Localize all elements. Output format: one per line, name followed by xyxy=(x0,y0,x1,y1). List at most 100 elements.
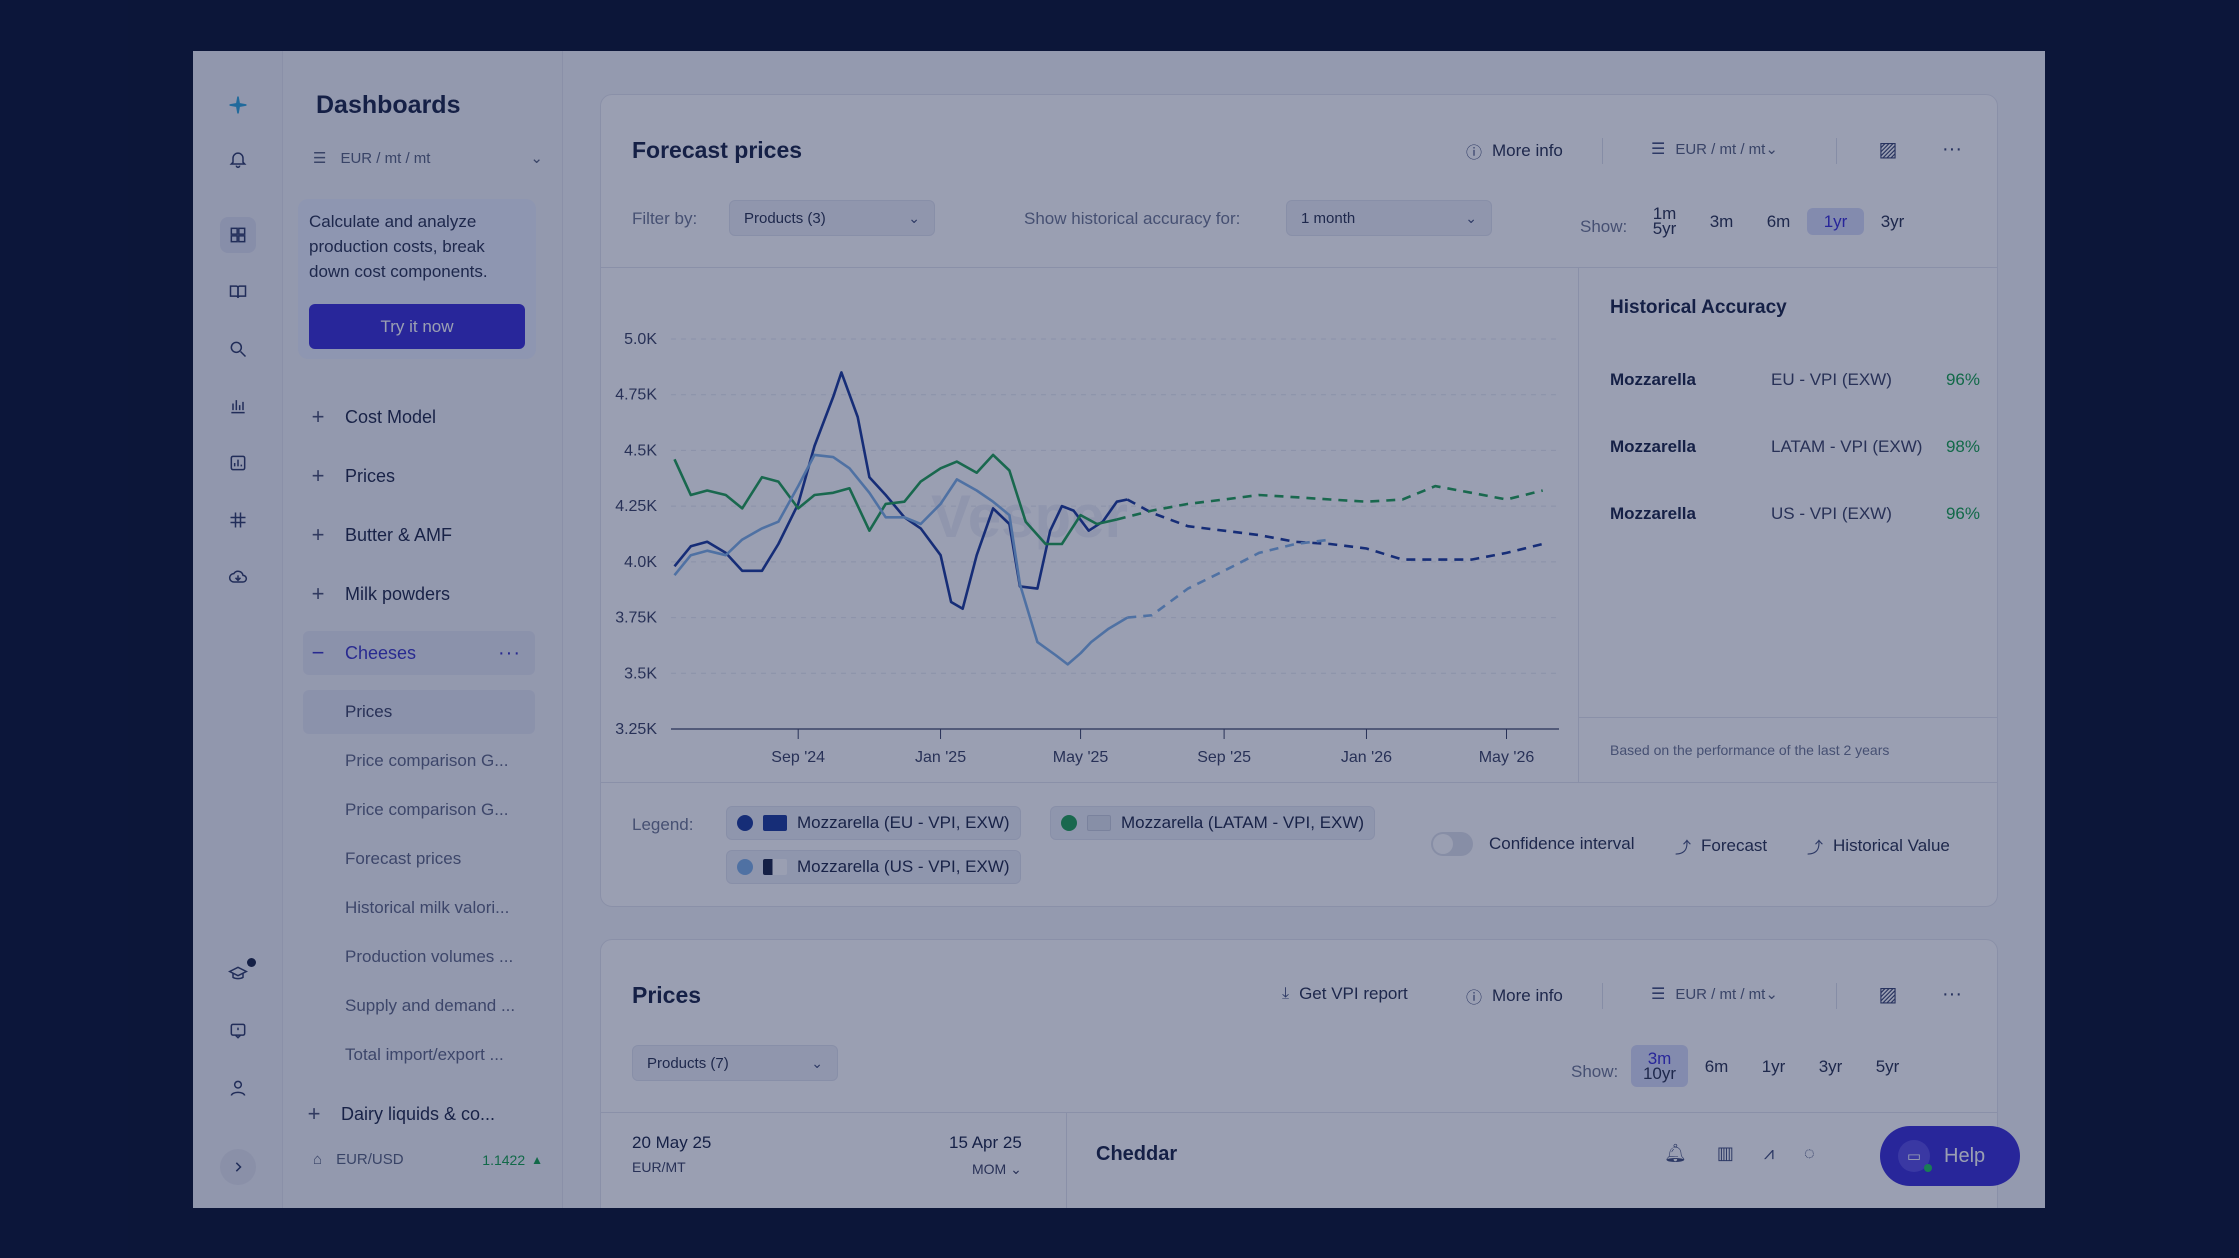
accuracy-period-select[interactable]: 1 month ⌄ xyxy=(1286,200,1492,236)
chat-icon: ▭ xyxy=(1898,1140,1932,1172)
grid-hash-icon[interactable] xyxy=(220,502,256,538)
more-info-button[interactable]: ⓘ More info xyxy=(1466,984,1563,1008)
chart-series xyxy=(673,371,1544,666)
y-tick-label: 3.75K xyxy=(615,610,657,627)
sidebar-item-butter-amf[interactable]: + Butter & AMF xyxy=(303,513,535,557)
bell-icon[interactable]: 🔔︎ xyxy=(1664,1143,1687,1163)
range-3yr[interactable]: 3yr xyxy=(1818,1056,1843,1076)
dashed-line-icon: ⤴ xyxy=(1675,840,1692,857)
y-tick-label: 4.0K xyxy=(624,554,657,571)
more-info-button[interactable]: ⓘ More info xyxy=(1466,139,1563,163)
sidebar-item-milk-powders[interactable]: + Milk powders xyxy=(303,572,535,616)
sidebar-item-label: Milk powders xyxy=(345,583,451,604)
range-6m[interactable]: 6m xyxy=(1766,211,1791,231)
range-5yr[interactable]: 5yr xyxy=(1875,1056,1900,1076)
range-3yr[interactable]: 3yr xyxy=(1880,211,1905,231)
forecast-legend[interactable]: ⤴ Forecast xyxy=(1675,834,1767,858)
compare-mode-value: MOM xyxy=(972,1161,1007,1177)
promo-text: Calculate and analyze production costs, … xyxy=(309,212,488,281)
accuracy-pct: 96% xyxy=(1945,370,1980,389)
image-export-icon[interactable]: ▨ xyxy=(1878,983,1898,1006)
help-chat-icon[interactable] xyxy=(220,1013,256,1049)
y-tick-label: 4.75K xyxy=(615,387,657,404)
sidebar-item-prices[interactable]: + Prices xyxy=(303,454,535,498)
confidence-interval-toggle[interactable] xyxy=(1431,832,1473,856)
accuracy-period-value: 1 month xyxy=(1301,209,1356,227)
legend-chip-us[interactable]: Mozzarella (US - VPI, EXW) xyxy=(726,850,1021,884)
sidebar-subitem[interactable]: Price comparison G... xyxy=(345,751,509,770)
sidebar-item-label: Prices xyxy=(345,465,396,486)
dashboard-icon[interactable] xyxy=(220,217,256,253)
historical-legend[interactable]: ⤴ Historical Value xyxy=(1807,834,1950,858)
logo-icon[interactable] xyxy=(220,87,256,123)
sidebar-subitem[interactable]: Supply and demand ... xyxy=(345,996,516,1015)
card-title: Forecast prices xyxy=(632,137,803,163)
book-icon[interactable] xyxy=(220,274,256,310)
fx-value: 1.1422 xyxy=(482,1151,526,1168)
chevron-down-icon: ⌄ xyxy=(908,209,920,226)
range-3m[interactable]: 3m xyxy=(1709,211,1734,231)
range-1yr[interactable]: 1yr xyxy=(1807,207,1864,235)
range-1yr[interactable]: 1yr xyxy=(1761,1056,1786,1076)
plus-icon: + xyxy=(311,404,325,429)
sidebar-subitem[interactable]: Total import/export ... xyxy=(345,1045,504,1064)
legend-label: Legend: xyxy=(632,815,694,834)
range-1m[interactable]: 1m 5yr xyxy=(1636,200,1693,242)
products-filter-value: Products (7) xyxy=(647,1054,729,1072)
accuracy-row: Mozzarella EU - VPI (EXW) 96% xyxy=(1610,370,1980,390)
sidebar-item-dairy-liquids[interactable]: + Dairy liquids & co... xyxy=(299,1092,531,1136)
chevron-down-icon: ⌄ xyxy=(1765,986,1778,1003)
plus-icon: + xyxy=(311,463,325,488)
compare-mode-select[interactable]: MOM ⌄ xyxy=(972,1161,1022,1178)
sidebar-subitem[interactable]: Forecast prices xyxy=(345,849,462,868)
sidebar-item-cost-model[interactable]: + Cost Model xyxy=(303,395,535,439)
sidebar-subitem[interactable]: Production volumes ... xyxy=(345,947,514,966)
unit-dropdown[interactable]: ☰ EUR / mt / mt ⌄ xyxy=(1651,984,1778,1004)
range-label-5yr[interactable]: 5yr xyxy=(1652,219,1677,238)
chart-axes: 5.0K 4.75K 4.5K 4.25K 4.0K 3.75K 3.5K 3.25K Sep … xyxy=(615,331,1559,766)
range-label-10yr[interactable]: 10yr xyxy=(1642,1064,1677,1083)
legend-chip-latam[interactable]: Mozzarella (LATAM - VPI, EXW) xyxy=(1050,806,1376,840)
divider xyxy=(1602,983,1603,1009)
legend-chip-eu[interactable]: Mozzarella (EU - VPI, EXW) xyxy=(726,806,1021,840)
comment-icon[interactable]: ◌ xyxy=(1804,1143,1815,1163)
search-zoom-icon[interactable] xyxy=(220,331,256,367)
more-info-label: More info xyxy=(1492,986,1563,1005)
report-icon[interactable] xyxy=(220,445,256,481)
cloud-download-icon[interactable] xyxy=(220,559,256,595)
products-filter-select[interactable]: Products (7) ⌄ xyxy=(632,1045,838,1081)
range-label: 1m xyxy=(1652,204,1677,223)
expand-chevron-icon[interactable] xyxy=(220,1149,256,1185)
sidebar-item-cheeses[interactable]: − Cheeses ··· xyxy=(303,631,535,675)
legend-dot xyxy=(737,815,753,831)
divider xyxy=(601,782,1997,783)
unit-selector[interactable]: ☰ EUR / mt / mt ⌄ xyxy=(313,143,543,173)
help-label: Help xyxy=(1944,1144,1986,1167)
more-options-icon[interactable]: ··· xyxy=(1942,137,1962,160)
help-button[interactable]: ▭ Help xyxy=(1880,1126,2020,1186)
line-chart-icon[interactable]: ⩘ xyxy=(1763,1143,1775,1163)
sidebar-subitem[interactable]: Price comparison G... xyxy=(345,800,509,819)
sidebar-subitem[interactable]: Prices xyxy=(303,690,535,734)
unit-dropdown[interactable]: ☰ EUR / mt / mt ⌄ xyxy=(1651,139,1778,159)
products-filter-select[interactable]: Products (3) ⌄ xyxy=(729,200,935,236)
get-vpi-report-button[interactable]: ⤓ Get VPI report xyxy=(1282,984,1408,1004)
graduation-cap-icon[interactable] xyxy=(220,956,256,992)
bar-chart-icon[interactable] xyxy=(220,388,256,424)
dashboards-sidebar: Dashboards ☰ EUR / mt / mt ⌄ Calculate a… xyxy=(283,51,563,1208)
range-3m[interactable]: 3m 10yr xyxy=(1631,1045,1688,1087)
more-options-icon[interactable]: ··· xyxy=(1942,982,1962,1005)
try-it-now-button[interactable]: Try it now xyxy=(309,304,525,349)
sidebar-subitem[interactable]: Historical milk valori... xyxy=(345,898,510,917)
range-6m[interactable]: 6m xyxy=(1704,1056,1729,1076)
sidebar-item-label: Cost Model xyxy=(345,406,437,427)
chart-icon[interactable]: ▥ xyxy=(1716,1143,1734,1163)
fx-rate: ⌂ EUR/USD 1.1422 ▲ xyxy=(313,1151,543,1168)
image-export-icon[interactable]: ▨ xyxy=(1878,138,1898,161)
bell-icon[interactable] xyxy=(220,141,256,177)
unit-label: EUR / mt / mt xyxy=(1675,985,1766,1003)
user-icon[interactable] xyxy=(220,1070,256,1106)
forecast-chart: Vesper 5.0K 4.75K 4.5K 4.25K 4.0K 3.75K 3.5K 3.… xyxy=(615,331,1559,766)
more-options-icon[interactable]: ··· xyxy=(498,641,521,664)
range-label: 3m xyxy=(1647,1049,1672,1068)
